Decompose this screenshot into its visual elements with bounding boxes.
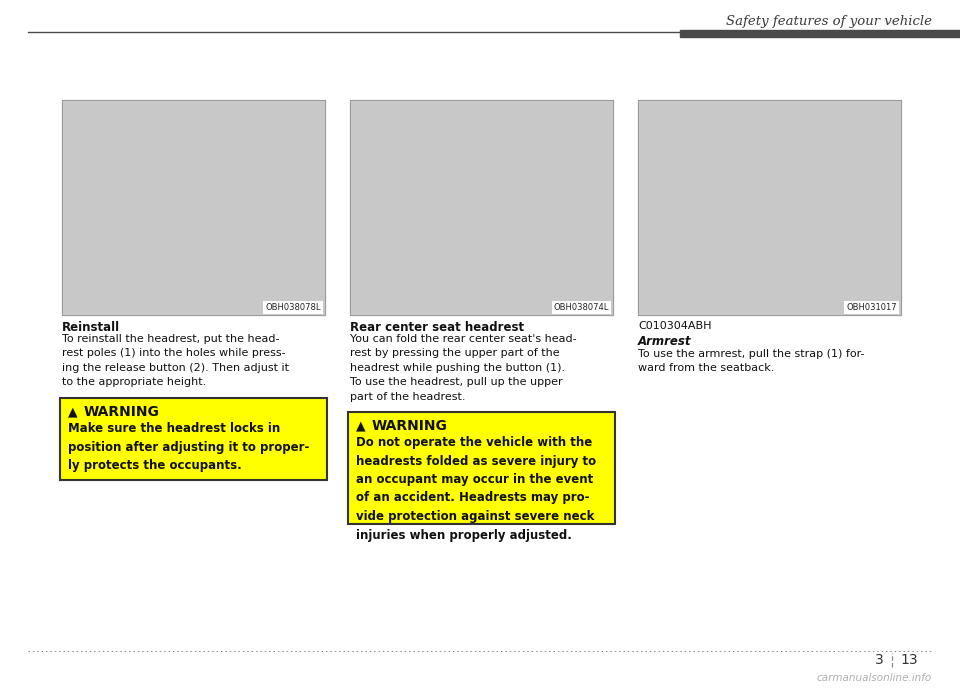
Bar	[62, 100, 325, 315]
Text: Reinstall: Reinstall	[62, 321, 120, 334]
Bar	[350, 100, 613, 315]
Text: Safety features of your vehicle: Safety features of your vehicle	[726, 15, 932, 28]
Text: carmanualsonline.info: carmanualsonline.info	[817, 673, 932, 683]
Bar	[680, 30, 960, 37]
Bar	[638, 100, 901, 315]
Text: C010304ABH: C010304ABH	[638, 321, 711, 331]
Text: OBH038074L: OBH038074L	[554, 303, 609, 312]
Text: Rear center seat headrest: Rear center seat headrest	[350, 321, 524, 334]
Text: You can fold the rear center seat's head-
rest by pressing the upper part of the: You can fold the rear center seat's head…	[350, 334, 577, 402]
Text: WARNING: WARNING	[372, 419, 448, 433]
Text: Do not operate the vehicle with the
headrests folded as severe injury to
an occu: Do not operate the vehicle with the head…	[356, 436, 596, 542]
Text: To use the armrest, pull the strap (1) for-
ward from the seatback.: To use the armrest, pull the strap (1) f…	[638, 349, 865, 373]
Bar	[638, 100, 901, 315]
FancyBboxPatch shape	[348, 412, 615, 524]
Bar	[62, 100, 325, 315]
Text: OBH031017: OBH031017	[847, 303, 897, 312]
Text: 13: 13	[900, 653, 918, 667]
Text: 3: 3	[876, 653, 884, 667]
Bar	[350, 100, 613, 315]
Text: Armrest: Armrest	[638, 335, 691, 348]
Text: OBH038078L: OBH038078L	[266, 303, 321, 312]
Text: ▲: ▲	[356, 419, 366, 432]
Text: WARNING: WARNING	[84, 405, 160, 419]
Text: To reinstall the headrest, put the head-
rest poles (1) into the holes while pre: To reinstall the headrest, put the head-…	[62, 334, 289, 387]
Text: Make sure the headrest locks in
position after adjusting it to proper-
ly protec: Make sure the headrest locks in position…	[68, 422, 309, 472]
FancyBboxPatch shape	[60, 398, 327, 480]
Text: ▲: ▲	[68, 405, 78, 418]
